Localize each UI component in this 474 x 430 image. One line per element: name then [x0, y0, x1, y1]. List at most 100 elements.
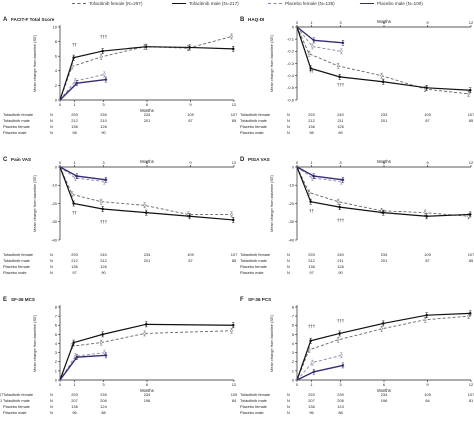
data-point [188, 46, 192, 49]
n-table-n-label: N [50, 130, 53, 135]
n-table-n-label: N [287, 398, 290, 403]
x-axis-label: Months [140, 108, 154, 113]
significance-marker: †† [72, 43, 77, 48]
data-point [144, 211, 148, 214]
x-tick-label: 0 [59, 382, 62, 387]
data-point [312, 174, 316, 178]
data-point [339, 354, 343, 357]
panel-b: B HAQ-DI Mean change from baseline (SE) 0 -0… [240, 17, 474, 135]
data-point [70, 193, 74, 196]
data-point [338, 75, 342, 79]
y-tick-label: 6 [55, 323, 58, 328]
y-tick-label: 0 [292, 377, 295, 382]
n-table: Tofacitinib female N 293 240 234 109 107 Tofaci… [240, 252, 474, 275]
y-tick-label: -10 [51, 183, 58, 188]
n-table-cell: 97 [309, 270, 313, 275]
n-table-row-label: Placebo female [240, 264, 267, 269]
data-point [104, 354, 108, 357]
data-point [338, 205, 342, 209]
x-axis-label: Months [377, 19, 391, 24]
series-line-tofacitinib-male [296, 312, 471, 381]
n-table-cell: 88 [338, 410, 342, 415]
data-point [341, 364, 345, 367]
n-table-cell: 109 [187, 112, 194, 117]
n-table-cell: 239 [100, 112, 107, 117]
n-table-cell: 87 [425, 258, 429, 263]
x-tick-label: 12 [469, 382, 474, 387]
n-table-cell: 201 [144, 258, 151, 263]
y-tick-label: 0 [55, 97, 58, 102]
significance-marker: ††† [337, 83, 345, 88]
n-table-row-label: Tofacitinib female [240, 392, 270, 397]
n-table-cell: 293 [308, 252, 315, 257]
n-table-cell: 196 [144, 398, 151, 403]
n-table-cell: 107 [231, 112, 238, 117]
data-point [104, 78, 108, 81]
n-table-cell: 107 [468, 252, 474, 257]
legend-item-tofacitinib-male: Tofacitinib male (N=217) [172, 1, 239, 6]
series-line-tofacitinib-female [59, 36, 232, 101]
y-tick-label: 8 [55, 39, 58, 44]
x-tick-label: 1 [73, 382, 76, 387]
n-table-cell: 84 [232, 398, 237, 403]
data-point [336, 200, 340, 204]
n-table-n-label: N [50, 118, 53, 123]
y-tick-label: -40 [288, 237, 295, 242]
legend-label: Tofacitinib female (N=297) [89, 1, 143, 6]
x-axis-label: Months [140, 159, 154, 164]
n-table-cell: 109 [424, 252, 431, 257]
n-table-cell: 107 [231, 252, 238, 257]
series-line-tofacitinib-male [296, 26, 471, 91]
x-tick-label: 6 [146, 160, 149, 165]
n-table-row-label: Placebo male [240, 410, 264, 415]
significance-marker: ††† [337, 218, 345, 223]
n-table-n-label: N [50, 270, 53, 275]
data-point [102, 73, 106, 76]
data-point [310, 361, 314, 365]
n-table-row-label: Tofacitinib male [240, 118, 267, 123]
n-table-cell: 126 [337, 264, 344, 269]
x-tick-label: 12 [469, 160, 474, 165]
panel-letter: C [3, 157, 8, 163]
panel-f: F SF-36 PCS Mean change from baseline (SE)… [240, 297, 474, 415]
n-table-cell: 196 [381, 398, 388, 403]
x-tick-label: 6 [146, 102, 149, 107]
n-table-cell: 240 [337, 252, 344, 257]
significance-marker: †† [309, 69, 314, 74]
data-point [381, 80, 385, 84]
series-line-placebo-male [59, 354, 106, 381]
panel-letter: D [240, 157, 245, 163]
series-line-placebo-female [296, 166, 342, 183]
n-table-n-label: N [287, 404, 290, 409]
data-point [143, 203, 146, 207]
data-point [423, 318, 427, 322]
n-table-cell: 234 [381, 252, 388, 257]
n-table: Tofacitinib female N 293 239 234 109 107 Tofaci… [240, 392, 474, 415]
n-table-cell: 107 [468, 392, 474, 397]
data-point [72, 202, 76, 205]
n-table-cell: 81 [469, 398, 473, 403]
data-point [72, 56, 76, 60]
n-table-row-label: Tofacitinib male [240, 258, 267, 263]
n-table-cell: 293 [308, 392, 315, 397]
legend-swatch [360, 3, 374, 4]
n-table-cell: 124 [100, 404, 107, 409]
n-table-cell: 234 [144, 252, 151, 257]
n-table-cell: 85 [232, 258, 236, 263]
n-table-cell: 136 [71, 124, 78, 129]
y-tick-label: 2 [292, 359, 295, 364]
n-table-cell: 96 [72, 410, 76, 415]
data-point [75, 81, 79, 85]
x-tick-label: 3 [102, 102, 105, 107]
x-tick-label: 9 [189, 102, 192, 107]
panel-title: HAQ-DI [248, 17, 264, 22]
y-tick-label: 6 [292, 323, 295, 328]
data-point [468, 312, 472, 315]
y-tick-label: 7 [292, 314, 295, 319]
series-line-tofacitinib-female [296, 26, 469, 95]
n-table: Tofacitinib female N 293 239 234 109 107 Tofaci… [3, 112, 237, 135]
n-table-n-label: N [50, 392, 53, 397]
data-point [338, 332, 342, 335]
data-point [231, 47, 235, 51]
